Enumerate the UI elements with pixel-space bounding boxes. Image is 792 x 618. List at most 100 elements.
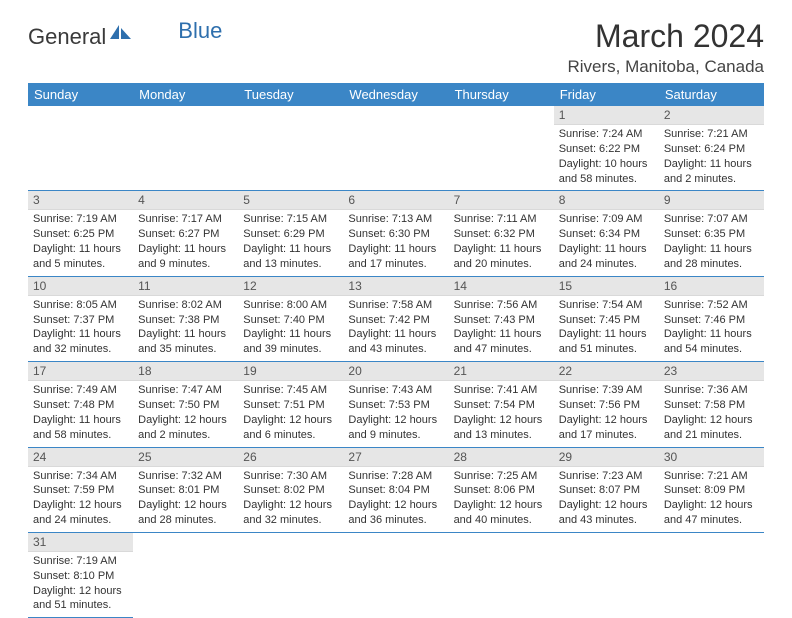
day-cell-28: 28Sunrise: 7:25 AMSunset: 8:06 PMDayligh… (449, 447, 554, 532)
day-details: Sunrise: 7:47 AMSunset: 7:50 PMDaylight:… (133, 381, 238, 446)
sunrise-line: Sunrise: 7:17 AM (138, 212, 233, 227)
empty-cell (238, 532, 343, 617)
calendar-table: SundayMondayTuesdayWednesdayThursdayFrid… (28, 83, 764, 618)
sunrise-line: Sunrise: 7:58 AM (348, 298, 443, 313)
day-details: Sunrise: 7:52 AMSunset: 7:46 PMDaylight:… (659, 296, 764, 361)
day-cell-9: 9Sunrise: 7:07 AMSunset: 6:35 PMDaylight… (659, 191, 764, 276)
daylight-line: Daylight: 11 hours and 9 minutes. (138, 242, 233, 272)
day-number: 9 (659, 191, 764, 210)
sunset-line: Sunset: 6:34 PM (559, 227, 654, 242)
sunset-line: Sunset: 8:10 PM (33, 569, 128, 584)
empty-cell (449, 532, 554, 617)
daylight-line: Daylight: 12 hours and 9 minutes. (348, 413, 443, 443)
weekday-monday: Monday (133, 83, 238, 106)
empty-cell (659, 532, 764, 617)
day-cell-14: 14Sunrise: 7:56 AMSunset: 7:43 PMDayligh… (449, 276, 554, 361)
sunset-line: Sunset: 7:40 PM (243, 313, 338, 328)
sunset-line: Sunset: 8:09 PM (664, 483, 759, 498)
day-number: 26 (238, 448, 343, 467)
sunrise-line: Sunrise: 8:05 AM (33, 298, 128, 313)
day-number: 8 (554, 191, 659, 210)
sunset-line: Sunset: 7:59 PM (33, 483, 128, 498)
weekday-thursday: Thursday (449, 83, 554, 106)
sunrise-line: Sunrise: 7:19 AM (33, 212, 128, 227)
daylight-line: Daylight: 11 hours and 5 minutes. (33, 242, 128, 272)
day-cell-23: 23Sunrise: 7:36 AMSunset: 7:58 PMDayligh… (659, 362, 764, 447)
daylight-line: Daylight: 12 hours and 21 minutes. (664, 413, 759, 443)
day-cell-16: 16Sunrise: 7:52 AMSunset: 7:46 PMDayligh… (659, 276, 764, 361)
day-number: 7 (449, 191, 554, 210)
day-cell-6: 6Sunrise: 7:13 AMSunset: 6:30 PMDaylight… (343, 191, 448, 276)
logo-sail-icon (110, 20, 132, 46)
day-cell-21: 21Sunrise: 7:41 AMSunset: 7:54 PMDayligh… (449, 362, 554, 447)
sunrise-line: Sunrise: 7:07 AM (664, 212, 759, 227)
day-details: Sunrise: 7:56 AMSunset: 7:43 PMDaylight:… (449, 296, 554, 361)
day-number: 6 (343, 191, 448, 210)
sunrise-line: Sunrise: 7:32 AM (138, 469, 233, 484)
day-details: Sunrise: 7:15 AMSunset: 6:29 PMDaylight:… (238, 210, 343, 275)
day-details: Sunrise: 7:39 AMSunset: 7:56 PMDaylight:… (554, 381, 659, 446)
sunset-line: Sunset: 8:02 PM (243, 483, 338, 498)
day-details: Sunrise: 7:13 AMSunset: 6:30 PMDaylight:… (343, 210, 448, 275)
sunset-line: Sunset: 7:46 PM (664, 313, 759, 328)
sunset-line: Sunset: 8:04 PM (348, 483, 443, 498)
day-cell-2: 2Sunrise: 7:21 AMSunset: 6:24 PMDaylight… (659, 106, 764, 191)
day-cell-19: 19Sunrise: 7:45 AMSunset: 7:51 PMDayligh… (238, 362, 343, 447)
empty-cell (28, 106, 133, 191)
day-number: 13 (343, 277, 448, 296)
sunrise-line: Sunrise: 7:49 AM (33, 383, 128, 398)
day-details: Sunrise: 7:32 AMSunset: 8:01 PMDaylight:… (133, 467, 238, 532)
sunset-line: Sunset: 7:50 PM (138, 398, 233, 413)
day-cell-13: 13Sunrise: 7:58 AMSunset: 7:42 PMDayligh… (343, 276, 448, 361)
day-number: 21 (449, 362, 554, 381)
sunrise-line: Sunrise: 8:00 AM (243, 298, 338, 313)
daylight-line: Daylight: 12 hours and 51 minutes. (33, 584, 128, 614)
sunrise-line: Sunrise: 7:28 AM (348, 469, 443, 484)
day-cell-5: 5Sunrise: 7:15 AMSunset: 6:29 PMDaylight… (238, 191, 343, 276)
sunrise-line: Sunrise: 7:09 AM (559, 212, 654, 227)
daylight-line: Daylight: 11 hours and 54 minutes. (664, 327, 759, 357)
sunrise-line: Sunrise: 7:21 AM (664, 127, 759, 142)
sunrise-line: Sunrise: 7:13 AM (348, 212, 443, 227)
sunrise-line: Sunrise: 7:41 AM (454, 383, 549, 398)
sunrise-line: Sunrise: 7:24 AM (559, 127, 654, 142)
day-details: Sunrise: 7:24 AMSunset: 6:22 PMDaylight:… (554, 125, 659, 190)
sunrise-line: Sunrise: 7:19 AM (33, 554, 128, 569)
sunset-line: Sunset: 7:45 PM (559, 313, 654, 328)
day-details: Sunrise: 7:21 AMSunset: 8:09 PMDaylight:… (659, 467, 764, 532)
empty-cell (343, 532, 448, 617)
day-details: Sunrise: 7:58 AMSunset: 7:42 PMDaylight:… (343, 296, 448, 361)
day-details: Sunrise: 7:19 AMSunset: 8:10 PMDaylight:… (28, 552, 133, 617)
weekday-sunday: Sunday (28, 83, 133, 106)
sunrise-line: Sunrise: 7:11 AM (454, 212, 549, 227)
sunset-line: Sunset: 7:51 PM (243, 398, 338, 413)
daylight-line: Daylight: 11 hours and 43 minutes. (348, 327, 443, 357)
day-details: Sunrise: 7:09 AMSunset: 6:34 PMDaylight:… (554, 210, 659, 275)
daylight-line: Daylight: 11 hours and 51 minutes. (559, 327, 654, 357)
day-details: Sunrise: 7:30 AMSunset: 8:02 PMDaylight:… (238, 467, 343, 532)
sunset-line: Sunset: 6:24 PM (664, 142, 759, 157)
sunset-line: Sunset: 7:43 PM (454, 313, 549, 328)
sunset-line: Sunset: 7:48 PM (33, 398, 128, 413)
weekday-saturday: Saturday (659, 83, 764, 106)
day-number: 29 (554, 448, 659, 467)
day-cell-26: 26Sunrise: 7:30 AMSunset: 8:02 PMDayligh… (238, 447, 343, 532)
day-number: 11 (133, 277, 238, 296)
sunset-line: Sunset: 6:27 PM (138, 227, 233, 242)
sunrise-line: Sunrise: 7:45 AM (243, 383, 338, 398)
day-cell-10: 10Sunrise: 8:05 AMSunset: 7:37 PMDayligh… (28, 276, 133, 361)
day-cell-30: 30Sunrise: 7:21 AMSunset: 8:09 PMDayligh… (659, 447, 764, 532)
day-details: Sunrise: 7:41 AMSunset: 7:54 PMDaylight:… (449, 381, 554, 446)
logo: General Blue (28, 24, 222, 50)
day-number: 25 (133, 448, 238, 467)
sunrise-line: Sunrise: 7:30 AM (243, 469, 338, 484)
header: General Blue March 2024 Rivers, Manitoba… (28, 18, 764, 77)
day-details: Sunrise: 8:00 AMSunset: 7:40 PMDaylight:… (238, 296, 343, 361)
calendar-body: 1Sunrise: 7:24 AMSunset: 6:22 PMDaylight… (28, 106, 764, 618)
calendar-header: SundayMondayTuesdayWednesdayThursdayFrid… (28, 83, 764, 106)
daylight-line: Daylight: 12 hours and 2 minutes. (138, 413, 233, 443)
day-details: Sunrise: 7:49 AMSunset: 7:48 PMDaylight:… (28, 381, 133, 446)
daylight-line: Daylight: 11 hours and 58 minutes. (33, 413, 128, 443)
sunset-line: Sunset: 7:58 PM (664, 398, 759, 413)
day-cell-22: 22Sunrise: 7:39 AMSunset: 7:56 PMDayligh… (554, 362, 659, 447)
